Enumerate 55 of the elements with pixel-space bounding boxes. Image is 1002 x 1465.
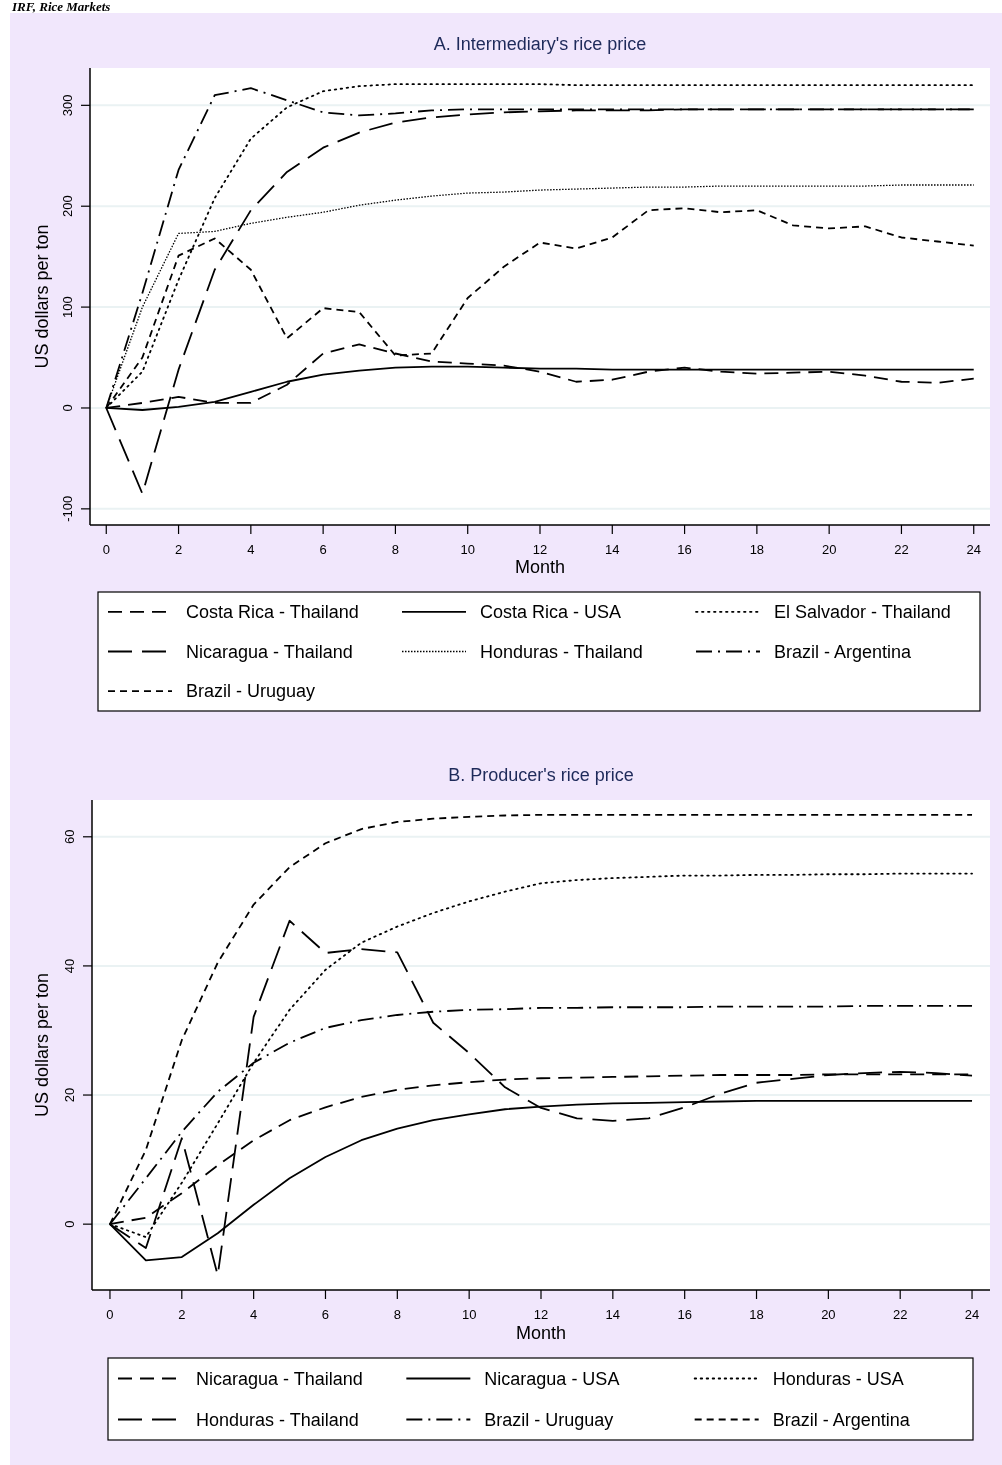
x-tick-label: 18 (749, 542, 765, 557)
x-tick-label: 2 (174, 542, 183, 557)
x-tick-label: 8 (391, 542, 400, 557)
x-tick-label: 4 (247, 542, 255, 557)
y-tick-label: 20 (62, 1087, 77, 1103)
chart-title: A. Intermediary's rice price (433, 34, 647, 54)
legend-label: Brazil - Uruguay (484, 1409, 614, 1430)
y-axis-title: US dollars per ton (32, 972, 52, 1118)
x-tick-label: 18 (749, 1307, 764, 1322)
y-tick-label: -100 (60, 495, 75, 522)
legend-label: Nicaragua - Thailand (196, 1368, 363, 1389)
x-tick-label: 14 (605, 542, 620, 557)
x-tick-label: 0 (102, 542, 110, 557)
legend-label: Brazil - Argentina (774, 641, 913, 662)
legend-label: Honduras - Thailand (196, 1409, 359, 1430)
y-tick-label: 0 (60, 404, 75, 412)
x-tick-label: 22 (894, 542, 909, 557)
legend-label: Costa Rica - USA (480, 601, 622, 622)
y-axis-title: US dollars per ton (32, 224, 52, 369)
chart-title: B. Producer's rice price (448, 765, 634, 785)
legend-label: Brazil - Argentina (772, 1409, 911, 1430)
y-tick-label: 200 (60, 195, 75, 218)
x-tick-label: 8 (393, 1307, 401, 1322)
x-tick-label: 2 (178, 1307, 186, 1322)
x-axis-title: Month (515, 1323, 567, 1343)
legend-label: Honduras - Thailand (480, 641, 643, 662)
x-tick-label: 6 (321, 1307, 330, 1322)
x-tick-label: 16 (677, 1307, 692, 1322)
y-tick-label: 0 (62, 1220, 77, 1228)
x-tick-label: 10 (460, 542, 475, 557)
x-tick-label: 12 (532, 542, 548, 557)
x-tick-label: 6 (319, 542, 327, 557)
x-axis-title: Month (514, 557, 566, 577)
x-tick-label: 16 (677, 542, 692, 557)
x-tick-label: 24 (966, 542, 981, 557)
legend-label: Nicaragua - USA (484, 1368, 620, 1389)
y-tick-label: 40 (62, 958, 77, 974)
legend-label: Brazil - Uruguay (186, 681, 316, 702)
legend-label: El Salvador - Thailand (774, 601, 951, 622)
x-tick-label: 0 (106, 1307, 114, 1322)
x-tick-label: 20 (821, 1307, 836, 1322)
legend-label: Costa Rica - Thailand (186, 601, 359, 622)
x-tick-label: 10 (461, 1307, 477, 1322)
y-tick-label: 100 (60, 296, 75, 318)
text: IRF, Rice Markets (11, 0, 111, 14)
legend-label: Nicaragua - Thailand (186, 641, 353, 662)
x-tick-label: 24 (964, 1307, 980, 1322)
x-tick-label: 14 (605, 1307, 621, 1322)
y-tick-label: 60 (62, 829, 77, 845)
x-tick-label: 12 (533, 1307, 549, 1322)
x-tick-label: 20 (821, 542, 837, 557)
legend-label: Honduras - USA (772, 1368, 904, 1389)
x-tick-label: 22 (892, 1307, 908, 1322)
y-tick-label: 300 (60, 94, 75, 117)
x-tick-label: 4 (250, 1307, 258, 1322)
